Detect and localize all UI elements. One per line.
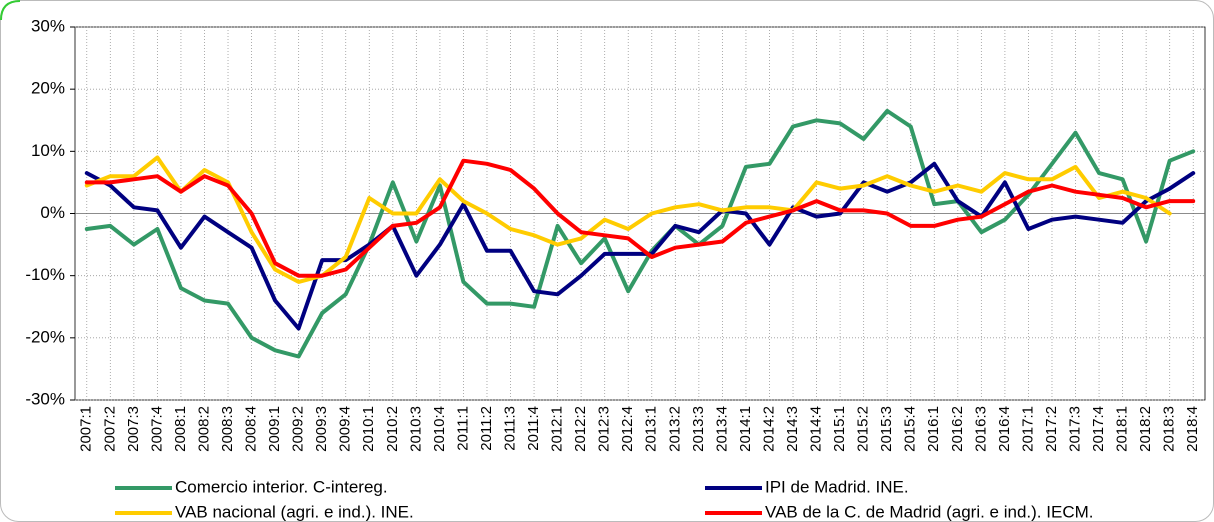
y-tick-label: -20% xyxy=(25,327,65,346)
x-tick-label: 2012:3 xyxy=(596,406,613,452)
x-tick-label: 2013:2 xyxy=(666,406,683,452)
x-tick-label: 2011:1 xyxy=(454,406,471,451)
y-tick-label: 30% xyxy=(31,16,65,35)
x-tick-label: 2011:2 xyxy=(478,406,495,451)
series-line xyxy=(84,158,1196,278)
x-tick-label: 2018:2 xyxy=(1137,406,1154,452)
x-tick-label: 2012:2 xyxy=(572,406,589,452)
x-tick-label: 2008:1 xyxy=(172,406,189,452)
x-tick-label: 2010:2 xyxy=(384,406,401,452)
x-tick-label: 2017:3 xyxy=(1066,406,1083,452)
x-tick-label: 2018:4 xyxy=(1184,406,1201,452)
x-tick-label: 2015:4 xyxy=(902,406,919,452)
x-tick-label: 2009:2 xyxy=(290,406,307,452)
x-tick-label: 2007:3 xyxy=(125,406,142,452)
x-tick-label: 2015:3 xyxy=(878,406,895,452)
x-tick-label: 2012:4 xyxy=(619,406,636,452)
x-tick-label: 2009:1 xyxy=(266,406,283,452)
x-tick-label: 2008:4 xyxy=(243,406,260,452)
x-tick-label: 2007:2 xyxy=(101,406,118,452)
legend-label: VAB de la C. de Madrid (agri. e ind.). I… xyxy=(765,502,1093,521)
x-tick-label: 2010:1 xyxy=(360,406,377,452)
y-tick-label: -10% xyxy=(25,265,65,284)
x-tick-label: 2017:1 xyxy=(1019,406,1036,452)
x-tick-label: 2008:2 xyxy=(195,406,212,452)
series-line xyxy=(84,161,1196,331)
x-tick-label: 2012:1 xyxy=(549,406,566,452)
x-tick-label: 2016:4 xyxy=(996,406,1013,452)
series-line xyxy=(84,108,1196,359)
x-tick-label: 2013:4 xyxy=(713,406,730,452)
x-tick-label: 2014:3 xyxy=(784,406,801,452)
x-tick-label: 2009:4 xyxy=(337,406,354,452)
x-tick-label: 2017:2 xyxy=(1043,406,1060,452)
x-tick-label: 2018:1 xyxy=(1114,406,1131,452)
x-tick-label: 2011:4 xyxy=(525,406,542,451)
y-tick-label: 0% xyxy=(40,203,65,222)
x-tick-label: 2016:1 xyxy=(925,406,942,452)
x-tick-label: 2016:2 xyxy=(949,406,966,452)
x-tick-label: 2013:3 xyxy=(690,406,707,452)
x-tick-label: 2013:1 xyxy=(643,406,660,452)
x-tick-label: 2015:1 xyxy=(831,406,848,452)
frame-corner xyxy=(0,0,21,21)
legend-label: Comercio interior. C-intereg. xyxy=(175,477,388,496)
x-tick-label: 2007:1 xyxy=(78,406,95,452)
y-tick-label: 20% xyxy=(31,79,65,98)
x-tick-label: 2017:4 xyxy=(1090,406,1107,452)
x-tick-label: 2007:4 xyxy=(148,406,165,452)
y-tick-label: -30% xyxy=(25,389,65,408)
x-tick-label: 2016:3 xyxy=(972,406,989,452)
x-tick-label: 2015:2 xyxy=(855,406,872,452)
series-line xyxy=(84,155,1172,284)
x-tick-label: 2014:2 xyxy=(760,406,777,452)
legend-label: IPI de Madrid. INE. xyxy=(765,477,909,496)
x-tick-label: 2009:3 xyxy=(313,406,330,452)
x-tick-label: 2014:4 xyxy=(808,406,825,452)
y-tick-label: 10% xyxy=(31,141,65,160)
legend-label: VAB nacional (agri. e ind.). INE. xyxy=(175,502,414,521)
x-tick-label: 2011:3 xyxy=(501,406,518,451)
x-tick-label: 2018:3 xyxy=(1161,406,1178,452)
x-tick-label: 2008:3 xyxy=(219,406,236,452)
x-tick-label: 2010:3 xyxy=(407,406,424,452)
x-tick-label: 2010:4 xyxy=(431,406,448,452)
x-tick-label: 2014:1 xyxy=(737,406,754,452)
